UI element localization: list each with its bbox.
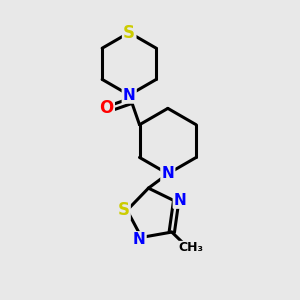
Text: N: N <box>133 232 146 247</box>
Text: S: S <box>118 201 130 219</box>
Text: N: N <box>123 88 136 103</box>
Text: N: N <box>161 166 174 181</box>
Text: S: S <box>123 24 135 42</box>
Text: CH₃: CH₃ <box>178 242 203 254</box>
Text: N: N <box>174 193 187 208</box>
Text: O: O <box>99 99 114 117</box>
